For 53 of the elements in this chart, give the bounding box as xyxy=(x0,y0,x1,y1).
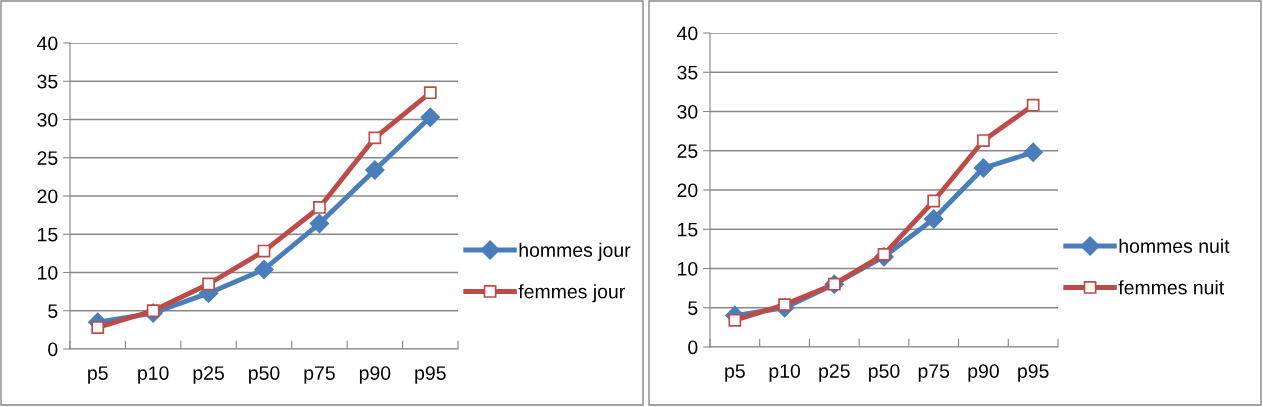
point xyxy=(973,158,994,178)
legend-label: femmes nuit xyxy=(1118,280,1225,295)
x-tick-label: p50 xyxy=(869,364,900,382)
point xyxy=(365,160,385,180)
point xyxy=(420,107,440,127)
y-tick-label: 0 xyxy=(688,340,698,355)
y-tick-label: 40 xyxy=(37,36,58,51)
y-tick-label: 5 xyxy=(48,304,58,318)
x-tick-label: p75 xyxy=(918,364,950,382)
x-tick-label: p10 xyxy=(769,364,801,382)
y-tick-label: 30 xyxy=(677,104,698,119)
point xyxy=(313,201,326,214)
x-tick-label: p75 xyxy=(304,366,335,384)
y-tick-label: 25 xyxy=(37,151,58,165)
point xyxy=(254,259,274,280)
y-tick-label: 20 xyxy=(37,189,58,204)
y-tick-label: 35 xyxy=(37,74,58,89)
x-tick-label: p90 xyxy=(968,364,999,382)
y-tick-label: 0 xyxy=(48,342,58,357)
y-tick-label: 25 xyxy=(677,144,698,158)
x-tick-label: p10 xyxy=(138,366,169,384)
x-tick-label: p5 xyxy=(88,366,108,384)
y-tick-label: 40 xyxy=(677,26,698,41)
point xyxy=(257,244,271,258)
point xyxy=(728,313,742,327)
x-tick-label: p90 xyxy=(359,366,391,384)
x-tick-label: p95 xyxy=(415,366,446,384)
y-tick-label: 35 xyxy=(677,65,698,80)
y-tick-label: 30 xyxy=(37,112,58,127)
y-tick-label: 5 xyxy=(688,301,698,315)
legend-label: hommes jour xyxy=(519,242,631,261)
point xyxy=(927,194,941,208)
point xyxy=(202,277,215,291)
point xyxy=(1023,142,1043,162)
x-tick-label: p25 xyxy=(819,364,850,382)
point xyxy=(309,213,330,234)
y-tick-label: 10 xyxy=(38,265,58,280)
y-tick-label: 20 xyxy=(677,183,698,198)
x-tick-label: p50 xyxy=(249,366,280,384)
point xyxy=(924,209,944,229)
legend-label: femmes jour xyxy=(518,284,625,303)
y-tick-label: 15 xyxy=(38,227,58,242)
legend-label: hommes nuit xyxy=(1119,238,1230,253)
x-tick-label: p95 xyxy=(1018,364,1049,382)
point xyxy=(91,321,105,334)
point xyxy=(423,86,437,100)
point xyxy=(368,131,382,145)
x-tick-label: p25 xyxy=(193,366,224,384)
point xyxy=(977,134,990,147)
y-tick-label: 15 xyxy=(678,222,698,237)
point xyxy=(1026,98,1040,112)
x-tick-label: p5 xyxy=(725,364,745,382)
y-tick-label: 10 xyxy=(678,261,698,276)
